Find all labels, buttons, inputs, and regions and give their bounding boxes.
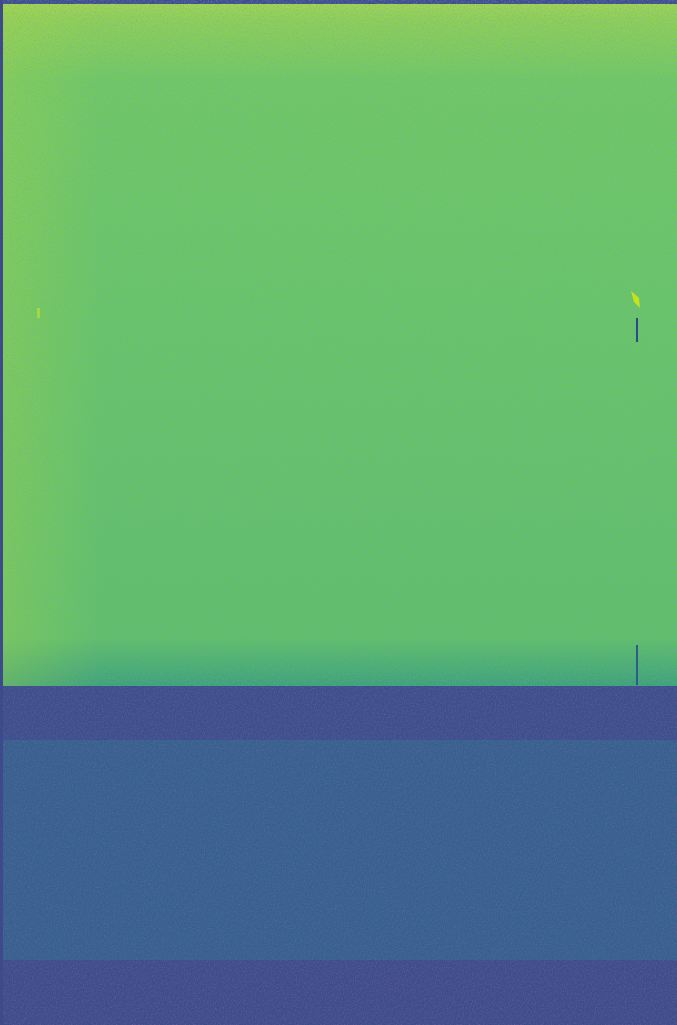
noise-upper <box>0 0 677 686</box>
dark-streak <box>636 645 638 685</box>
left-edge <box>0 0 3 1025</box>
noise-lower <box>0 686 677 1025</box>
bright-spot <box>37 308 40 318</box>
dark-streak <box>636 318 638 342</box>
bright-spot <box>631 291 640 308</box>
